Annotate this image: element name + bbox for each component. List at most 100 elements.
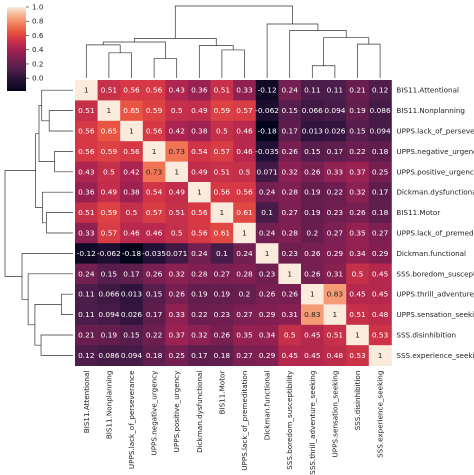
cell-value-label: 0.086 (98, 351, 119, 360)
heatmap-cell (255, 324, 279, 346)
heatmap-cell (323, 141, 347, 162)
dendrogram-link (46, 212, 73, 234)
column-tick-label: UPPS.negative_urgency (150, 370, 159, 456)
heatmap-cell (323, 263, 347, 285)
heatmap-cell (346, 324, 370, 346)
cell-value-label: 0.24 (281, 86, 298, 95)
cell-value-label: 0.46 (146, 229, 163, 238)
heatmap-cell (120, 80, 144, 101)
heatmap-cell (165, 324, 189, 346)
heatmap-cell (75, 284, 98, 305)
heatmap-cell (255, 141, 279, 162)
cell-value-label: 0.18 (146, 351, 163, 360)
column-tick-label: SSS.disinhibition (353, 371, 362, 431)
column-tick-label: SSS.experience_seeking (376, 371, 385, 458)
cell-value-label: 0.45 (372, 290, 389, 299)
heatmap-cell (278, 222, 302, 244)
heatmap-cell (210, 222, 234, 244)
cell-value-label: 0.33 (168, 310, 185, 319)
dendrogram-link (174, 5, 293, 39)
cell-value-label: 0.18 (372, 147, 389, 156)
heatmap-cell (255, 263, 279, 285)
row-tick-label: SSS.disinhibition (396, 331, 456, 340)
cell-value-label: 0.071 (257, 167, 278, 176)
cell-value-label: 0.24 (259, 229, 276, 238)
heatmap-cell (346, 141, 370, 162)
cell-value-label: 0.28 (191, 269, 208, 278)
row-tick-label: Dickman.dysfunctional (396, 188, 474, 197)
heatmap-cell (97, 345, 121, 366)
heatmap-cell (278, 304, 302, 326)
cell-value-label: 0.45 (349, 290, 366, 299)
heatmap-cell (323, 345, 347, 366)
dendrogram-link (34, 304, 62, 346)
cell-value-label: 0.49 (168, 188, 185, 197)
cell-value-label: 0.59 (101, 208, 118, 217)
dendrogram-link (41, 89, 73, 122)
heatmap-cell (323, 80, 347, 101)
cell-value-label: 0.25 (168, 351, 185, 360)
cell-value-label: 0.26 (281, 147, 298, 156)
heatmap-cell (278, 324, 302, 346)
cell-value-label: 0.5 (126, 208, 138, 217)
heatmap-cell (142, 304, 166, 326)
cell-value-label: -0.062 (97, 249, 121, 258)
cell-value-label: 0.26 (281, 290, 298, 299)
cell-value-label: 0.36 (78, 188, 95, 197)
heatmap-cell (255, 222, 279, 244)
cell-value-label: 0.26 (304, 269, 321, 278)
cell-value-label: 0.24 (191, 249, 208, 258)
colorbar-tick-label: 0.8 (32, 17, 44, 26)
cell-value-label: 0.17 (123, 269, 140, 278)
cell-value-label: 0.26 (214, 331, 231, 340)
cell-value-label: 0.46 (236, 147, 253, 156)
heatmap-cell (323, 100, 347, 122)
heatmap-cell (233, 202, 257, 224)
heatmap-cell (323, 161, 347, 183)
cell-value-label: 0.15 (349, 127, 366, 136)
heatmap-cell (233, 345, 257, 366)
cell-value-label: 0.12 (78, 351, 94, 360)
column-tick-label: BIS11.Attentional (82, 371, 91, 434)
heatmap-cell (188, 182, 211, 203)
heatmap-cell (188, 324, 211, 346)
cell-value-label: 0.46 (123, 229, 140, 238)
cell-value-label: 0.51 (78, 106, 95, 115)
heatmap-cell (233, 284, 257, 305)
cell-value-label: 1 (242, 229, 247, 238)
colorbar-tick-label: 0.2 (32, 59, 43, 68)
heatmap-cell (346, 182, 370, 203)
cell-value-label: 0.5 (239, 167, 251, 176)
heatmap-cell (278, 345, 302, 366)
heatmap-cell (142, 100, 166, 122)
cell-value-label: 0.27 (214, 269, 231, 278)
heatmap-cell (368, 80, 392, 101)
heatmap-cell (142, 222, 166, 244)
heatmap-cell (75, 345, 98, 366)
cell-value-label: 0.61 (214, 229, 231, 238)
heatmap-cell (210, 243, 234, 264)
cell-value-label: 0.094 (98, 310, 119, 319)
heatmap-cell (255, 120, 279, 142)
cell-value-label: 0.17 (372, 188, 389, 197)
heatmap-cell (233, 304, 257, 326)
heatmap-cell (97, 80, 121, 101)
heatmap-cell (188, 141, 211, 162)
heatmap-cell (346, 243, 370, 264)
cell-value-label: 0.32 (168, 269, 184, 278)
heatmap: 1 0.51 0.56 0.56 0.43 0.36 0.51 0.33 -0.12 0.24 0.… (75, 80, 392, 366)
cell-value-label: 0.29 (259, 351, 276, 360)
dendrogram-link (311, 65, 336, 78)
cell-value-label: 0.73 (168, 147, 185, 156)
heatmap-cell (368, 182, 392, 203)
heatmap-cell (142, 80, 166, 101)
cell-value-label: 0.26 (259, 290, 276, 299)
cell-value-label: 0.45 (304, 331, 321, 340)
heatmap-cell (255, 284, 279, 305)
cell-value-label: 0.38 (191, 127, 208, 136)
heatmap-cell (346, 304, 370, 326)
cell-value-label: 0.15 (101, 269, 118, 278)
cell-value-label: 0.17 (327, 147, 344, 156)
cell-value-label: 0.35 (349, 229, 366, 238)
heatmap-cell (368, 222, 392, 244)
